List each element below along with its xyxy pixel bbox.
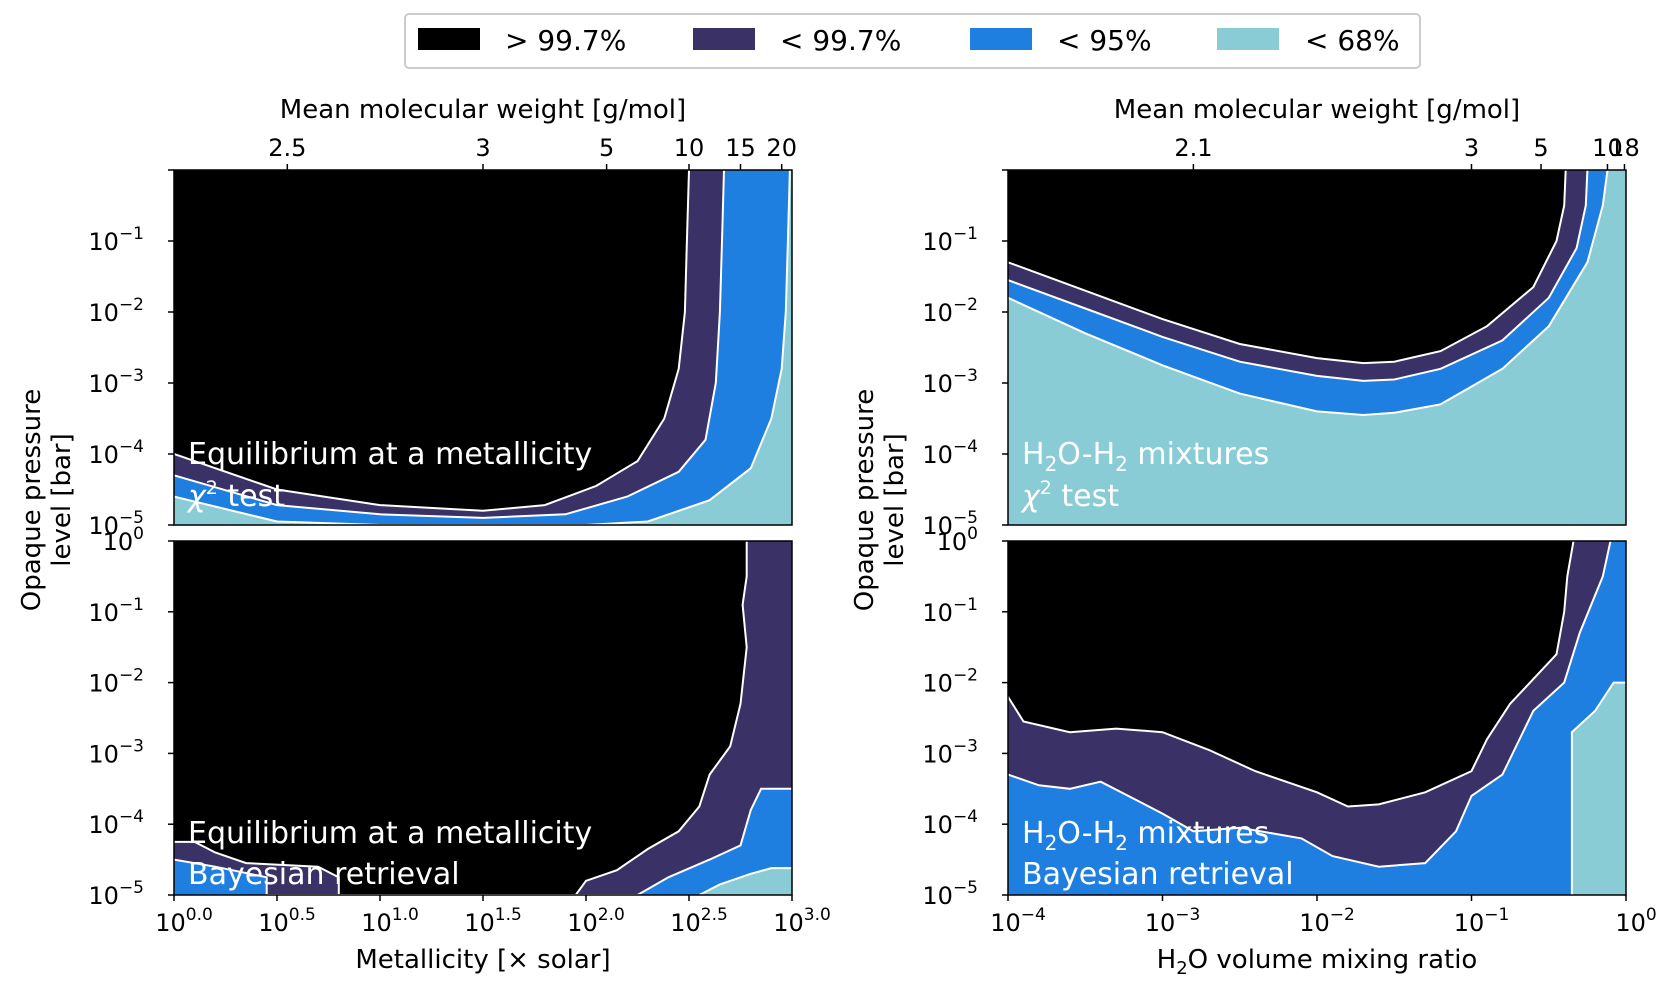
y-tick-label: 10−1 (88, 224, 144, 256)
y-tick-label: 10−5 (922, 878, 978, 910)
x-tick-label: 101.5 (464, 905, 522, 937)
legend-frame (404, 13, 1421, 69)
contour-line-lt68 (698, 867, 792, 895)
svg-text:H2O-H2 mixtures: H2O-H2 mixtures (1022, 437, 1269, 476)
x-tick-label: 10−2 (1299, 905, 1355, 937)
x-tick-label: 103.0 (773, 905, 831, 937)
x-tick-label: 10−4 (990, 905, 1046, 937)
y-tick-label: 10−5 (922, 508, 978, 540)
y-tick-label: 10−3 (922, 366, 978, 398)
y-tick-label: 10−4 (88, 437, 144, 469)
region-lt68 (1008, 170, 1626, 525)
y-tick-label: 10−4 (88, 807, 144, 839)
panel-top-left: 10−5 10−4 10−3 10−2 10−1 2.5 3 5 10 15 20 (88, 134, 797, 540)
annotation-top-left: Equilibrium at a metallicity χ2 test (186, 437, 592, 514)
top-tick-label: 10 (674, 134, 705, 162)
x-tick-label: 101.0 (361, 905, 419, 937)
top-tick-label: 5 (1533, 134, 1548, 162)
y-tick-label: 10−5 (88, 878, 144, 910)
x-tick-label: 100.5 (258, 905, 316, 937)
region-lt95 (1008, 541, 1626, 895)
contour-line-lt997 (174, 170, 690, 512)
svg-text:Equilibrium at a metallicity: Equilibrium at a metallicity (188, 816, 592, 851)
x-tick-label: 100.0 (155, 905, 213, 937)
y-tick-label: 10−1 (922, 595, 978, 627)
contour-line-lt68 (1008, 170, 1609, 417)
legend-label-lt95: < 95% (1057, 24, 1152, 57)
top-tick-label: 3 (1464, 134, 1479, 162)
legend-label-lt68: < 68% (1305, 24, 1400, 57)
left-y-axis-label: Opaque pressure level [bar] (17, 389, 77, 611)
top-tick-label: 18 (1609, 134, 1640, 162)
svg-text:H2O-H2 mixtures: H2O-H2 mixtures (1022, 816, 1269, 855)
top-tick-label: 2.1 (1174, 134, 1212, 162)
legend: > 99.7% < 99.7% < 95% < 68% (404, 13, 1421, 69)
annotation-bottom-left: Equilibrium at a metallicity Bayesian re… (188, 816, 592, 892)
annotation-bottom-right: H2O-H2 mixtures Bayesian retrieval (1022, 816, 1294, 892)
legend-swatch-lt997 (693, 28, 755, 50)
svg-text:Opaque pressure: Opaque pressure (850, 389, 880, 611)
panel-bottom-left: 10−5 10−4 10−3 10−2 10−1 100 100.0 100.5 101.0 10… (88, 524, 830, 937)
y-tick-label: 10−1 (88, 595, 144, 627)
x-tick-label: 102.0 (567, 905, 625, 937)
right-top-axis-label: Mean molecular weight [g/mol] (1114, 95, 1520, 125)
svg-text:Bayesian retrieval: Bayesian retrieval (1022, 857, 1294, 892)
top-tick-label: 20 (766, 134, 797, 162)
svg-text:level [bar]: level [bar] (880, 433, 910, 567)
contour-line-lt997 (1008, 541, 1575, 808)
contour-line-lt95 (174, 787, 792, 895)
panel-bottom-right: 10−5 10−4 10−3 10−2 10−1 100 10−4 10−3 10−2 10−1 1… (922, 524, 1656, 937)
contour-line-lt95 (174, 170, 725, 519)
y-tick-label: 10−3 (88, 366, 144, 398)
legend-swatch-gt997 (418, 28, 480, 50)
top-tick-label: 15 (725, 134, 756, 162)
right-y-axis-label: Opaque pressure level [bar] (850, 389, 910, 611)
y-tick-label: 100 (937, 524, 978, 556)
y-tick-label: 10−5 (88, 508, 144, 540)
top-tick-label: 2.5 (268, 134, 306, 162)
legend-label-gt997: > 99.7% (505, 24, 626, 57)
y-tick-label: 10−2 (922, 666, 978, 698)
top-tick-label: 10 (1592, 134, 1623, 162)
svg-text:χ2 test: χ2 test (1020, 477, 1119, 514)
svg-text:Bayesian retrieval: Bayesian retrieval (188, 857, 460, 892)
y-tick-label: 10−4 (922, 437, 978, 469)
svg-text:level [bar]: level [bar] (47, 433, 77, 567)
x-tick-label: 10−1 (1454, 905, 1510, 937)
contour-line-lt997 (1008, 170, 1567, 365)
y-tick-label: 10−1 (922, 224, 978, 256)
legend-swatch-lt68 (1217, 28, 1279, 50)
top-tick-label: 3 (475, 134, 490, 162)
y-tick-label: 10−2 (922, 295, 978, 327)
svg-text:χ2 test: χ2 test (186, 477, 285, 514)
y-tick-label: 10−2 (88, 666, 144, 698)
contour-line-lt95 (1008, 541, 1612, 868)
x-tick-label: 102.5 (670, 905, 728, 937)
svg-text:Opaque pressure: Opaque pressure (17, 389, 47, 611)
left-bottom-axis-label: Metallicity [× solar] (355, 945, 610, 975)
left-top-axis-label: Mean molecular weight [g/mol] (280, 95, 686, 125)
legend-label-lt997: < 99.7% (780, 24, 901, 57)
x-tick-label: 10−3 (1145, 905, 1201, 937)
y-tick-label: 100 (103, 524, 144, 556)
contour-line-lt68 (1570, 681, 1626, 895)
region-lt68 (699, 868, 792, 895)
y-tick-label: 10−3 (88, 736, 144, 768)
contour-line-lt95 (1008, 170, 1589, 382)
legend-swatch-lt95 (970, 28, 1032, 50)
y-tick-label: 10−3 (922, 736, 978, 768)
contour-line-lt997 (174, 541, 748, 895)
y-tick-label: 10−4 (922, 807, 978, 839)
region-lt68 (1571, 682, 1626, 895)
region-lt68 (174, 170, 792, 525)
right-bottom-axis-label: H2O volume mixing ratio (1157, 945, 1478, 979)
plot-frame (1007, 169, 1627, 526)
x-tick-label: 100 (1615, 905, 1656, 937)
top-tick-label: 5 (599, 134, 614, 162)
y-tick-label: 10−2 (88, 295, 144, 327)
annotation-top-right: H2O-H2 mixtures χ2 test (1020, 437, 1269, 514)
svg-text:Equilibrium at a metallicity: Equilibrium at a metallicity (188, 437, 592, 472)
